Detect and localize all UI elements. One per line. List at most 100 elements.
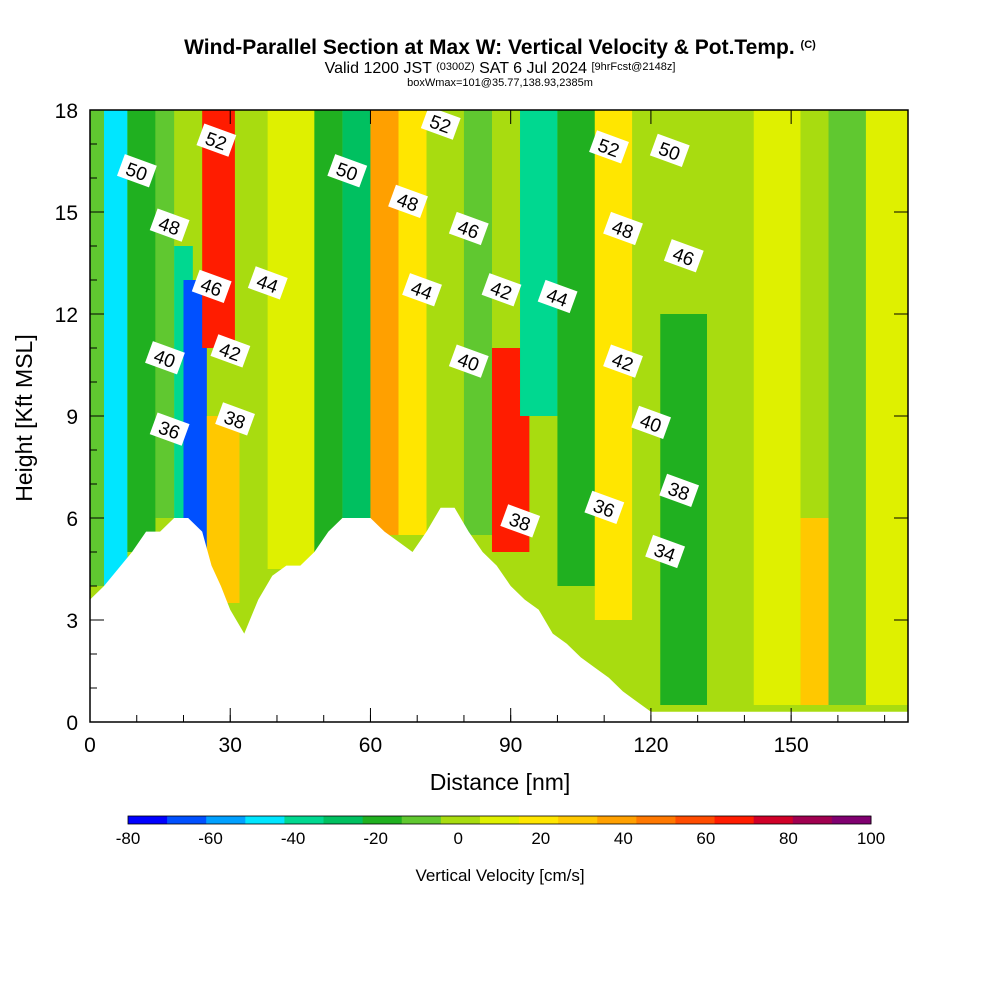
contour-label-box — [196, 123, 237, 157]
x-axis-title: Distance [nm] — [430, 769, 571, 795]
colorbar-label: -20 — [363, 829, 388, 848]
velocity-cell — [104, 110, 128, 586]
contour-label-box — [584, 490, 625, 524]
contour-label-box — [645, 534, 686, 569]
contour-label-box — [537, 279, 578, 314]
terrain-fill — [90, 507, 908, 722]
colorbar: -80 -60 -40 -20 0 20 40 60 80 100 — [116, 815, 885, 848]
colorbar-swatch — [245, 816, 285, 824]
colorbar-swatch — [597, 816, 637, 824]
x-tick-label: 30 — [219, 734, 242, 757]
velocity-cell — [267, 110, 315, 569]
contour-label-group: 44 — [247, 266, 288, 300]
contour-label-group: 42 — [481, 273, 522, 307]
contour-label-box — [420, 106, 461, 140]
forecast-info: [9hrFcst@2148z] — [591, 61, 676, 73]
contour-label-box — [448, 211, 489, 246]
colorbar-frame — [127, 815, 872, 825]
velocity-cell — [314, 110, 343, 552]
colorbar-swatch — [440, 816, 481, 824]
velocity-cell — [463, 110, 492, 535]
contour-label-box — [631, 405, 671, 439]
x-tick-label: 60 — [359, 734, 382, 757]
chart-subtitle: Valid 1200 JST (0300Z) SAT 6 Jul 2024 [9… — [324, 60, 676, 77]
velocity-cell — [520, 110, 558, 416]
x-tick-label: 90 — [499, 734, 522, 757]
y-tick-label: 9 — [66, 406, 78, 429]
contour-label-box — [247, 266, 288, 300]
velocity-cell — [557, 110, 595, 586]
colorbar-swatch — [558, 816, 598, 824]
contour-label-box — [481, 273, 522, 307]
contour-label-group: 46 — [663, 239, 704, 273]
velocity-cell — [183, 280, 207, 569]
velocity-cell — [707, 110, 754, 705]
colorbar-swatch — [714, 816, 755, 824]
contour-label-box — [149, 412, 190, 446]
contour-label-group: 36 — [149, 412, 190, 446]
contour-label-box — [145, 341, 185, 375]
colorbar-label: 60 — [696, 829, 715, 848]
velocity-cell — [398, 110, 427, 535]
contour-label-box — [215, 402, 255, 436]
velocity-cell — [828, 110, 866, 705]
contour-label-group: 48 — [388, 184, 428, 218]
contour-label-box — [659, 473, 700, 507]
chart-box-info: boxWmax=101@35.77,138.93,2385m — [407, 77, 593, 89]
colorbar-swatch — [479, 816, 520, 824]
y-tick-label: 0 — [66, 712, 78, 735]
contour-label-box — [603, 344, 643, 378]
title-copyright-mark: (C) — [800, 39, 816, 51]
colorbar-label: 0 — [453, 829, 462, 848]
y-tick-label: 15 — [55, 202, 78, 225]
contour-label-box — [210, 334, 251, 368]
colorbar-label: 80 — [779, 829, 798, 848]
colorbar-label: -40 — [281, 829, 306, 848]
contour-label-box — [448, 344, 489, 378]
colorbar-swatch — [206, 816, 246, 824]
colorbar-swatch — [284, 816, 325, 824]
contour-label-group: 52 — [196, 123, 237, 157]
y-tick-label: 3 — [66, 610, 78, 633]
contour-label-box — [589, 130, 629, 164]
valid-utc: (0300Z) — [436, 61, 475, 73]
colorbar-swatch — [128, 816, 168, 824]
colorbar-swatch — [636, 816, 676, 824]
y-tick-label: 12 — [55, 304, 78, 327]
velocity-cell — [370, 110, 399, 535]
x-tick-label: 150 — [774, 734, 809, 757]
x-tick-label: 120 — [633, 734, 668, 757]
y-tick-label: 18 — [55, 100, 78, 123]
velocity-cell — [632, 110, 661, 654]
contour-label-group: 52 — [420, 106, 461, 140]
contour-label-box — [663, 239, 704, 273]
y-axis-title: Height [Kft MSL] — [11, 334, 37, 501]
colorbar-swatch — [323, 816, 364, 824]
colorbar-label: 20 — [531, 829, 550, 848]
colorbar-swatch — [401, 816, 442, 824]
velocity-cell — [426, 110, 464, 518]
velocity-cell — [865, 110, 908, 705]
colorbar-swatch — [675, 816, 716, 824]
contour-label-box — [149, 208, 190, 242]
velocity-cell — [239, 110, 268, 620]
colorbar-label: 40 — [614, 829, 633, 848]
contour-label-box — [117, 154, 157, 188]
colorbar-swatch — [831, 816, 872, 824]
colorbar-swatch — [792, 816, 833, 824]
contour-label-box — [649, 133, 690, 167]
y-tick-label: 6 — [66, 508, 78, 531]
colorbar-swatch — [362, 816, 403, 824]
x-tick-label: 0 — [84, 734, 96, 757]
contour-label-group: 46 — [448, 211, 489, 246]
contour-label-box — [327, 154, 368, 188]
contour-label-box — [603, 211, 643, 246]
chart-title: Wind-Parallel Section at Max W: Vertical… — [184, 36, 816, 59]
colorbar-swatch — [519, 816, 559, 824]
contour-label-box — [500, 504, 541, 538]
colorbar-label: 100 — [857, 829, 885, 848]
terrain-mask — [90, 507, 908, 722]
